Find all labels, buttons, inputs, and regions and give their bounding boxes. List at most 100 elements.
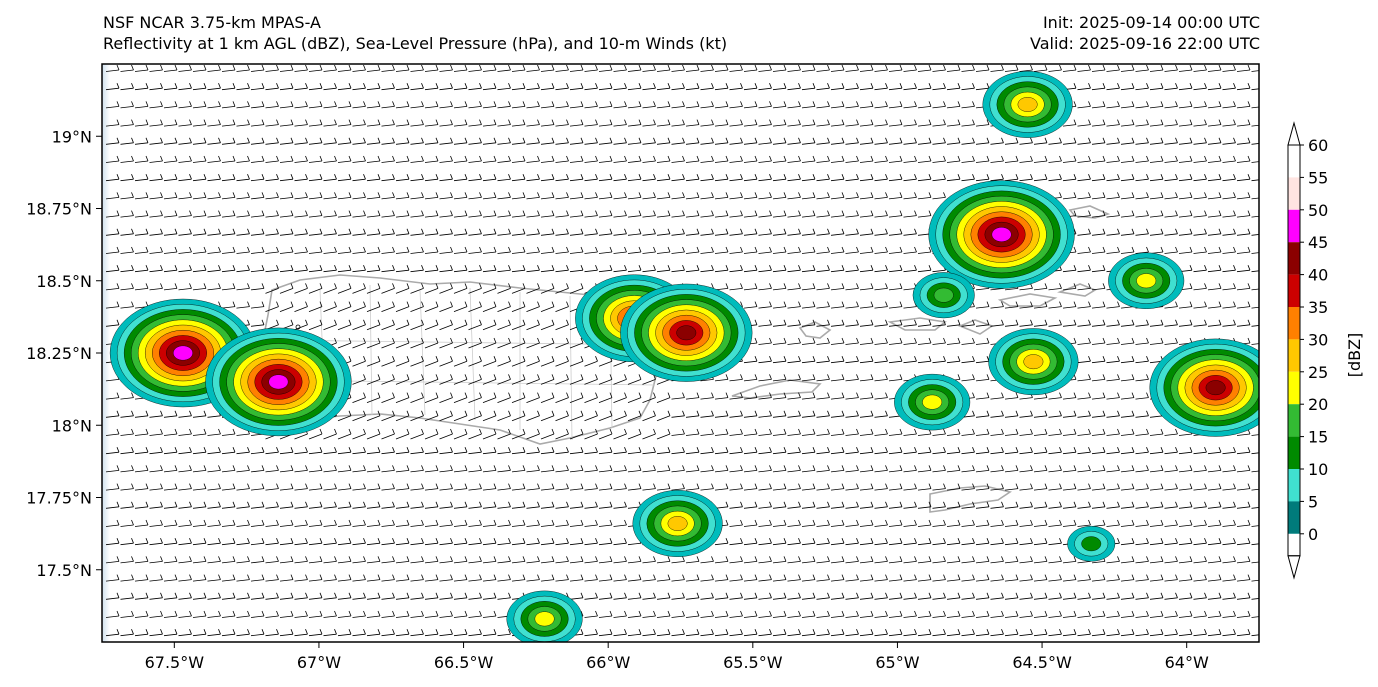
wind-barb xyxy=(1048,501,1062,509)
wind-barb xyxy=(1207,629,1222,637)
colorbar-band xyxy=(1288,242,1300,275)
wind-barb xyxy=(613,64,627,72)
wind-barb xyxy=(1251,325,1259,327)
wind-barb xyxy=(1062,465,1077,473)
wind-barb xyxy=(801,283,816,291)
wind-barb xyxy=(584,556,598,564)
wind-barb xyxy=(758,519,772,527)
wind-barb xyxy=(903,319,917,327)
wind-barb xyxy=(178,283,192,291)
wind-barb xyxy=(874,174,888,182)
wind-barb xyxy=(1149,83,1164,91)
colorbar-band xyxy=(1288,274,1300,307)
wind-barb xyxy=(1135,629,1149,637)
wind-barb xyxy=(1236,483,1251,491)
wind-barb xyxy=(540,137,555,145)
wind-barb xyxy=(221,210,236,218)
wind-barb xyxy=(1236,610,1251,618)
wind-barb xyxy=(714,483,729,491)
wind-barb xyxy=(758,556,772,564)
wind-barb xyxy=(294,519,308,527)
wind-barb xyxy=(1251,288,1259,291)
wind-barb xyxy=(323,519,337,527)
wind-barb xyxy=(961,465,975,473)
wind-barb xyxy=(120,574,134,582)
wind-barb xyxy=(163,629,178,637)
wind-barb xyxy=(1062,319,1077,327)
wind-barb xyxy=(265,210,279,218)
wind-barb xyxy=(497,374,511,385)
wind-barb xyxy=(1033,428,1048,436)
wind-barb xyxy=(1178,246,1193,254)
wind-barb xyxy=(1251,470,1259,473)
wind-barb xyxy=(874,392,888,400)
wind-barb xyxy=(714,155,729,163)
wind-barb xyxy=(932,519,946,527)
wind-barb xyxy=(671,392,685,400)
wind-barb xyxy=(642,447,656,455)
wind-barb xyxy=(1222,501,1236,509)
wind-barb xyxy=(1004,483,1019,491)
wind-barb xyxy=(265,192,279,200)
wind-barb xyxy=(714,428,729,436)
wind-barb xyxy=(1251,343,1259,345)
wind-barb xyxy=(540,301,555,312)
wind-barb xyxy=(439,210,453,218)
wind-barb xyxy=(511,301,526,312)
wind-barb xyxy=(1120,483,1135,491)
wind-barb xyxy=(787,83,801,91)
wind-barb xyxy=(294,629,308,637)
wind-barb xyxy=(250,64,265,72)
wind-barb xyxy=(1251,124,1259,127)
wind-barb xyxy=(816,465,830,473)
wind-barb xyxy=(613,246,627,254)
wind-barb xyxy=(540,83,555,91)
wind-barb xyxy=(221,174,236,182)
wind-barb xyxy=(671,64,685,72)
wind-barb xyxy=(569,192,584,200)
wind-barb xyxy=(178,137,192,145)
wind-barb xyxy=(642,119,656,127)
wind-barb xyxy=(120,137,134,145)
wind-barb xyxy=(163,246,178,254)
wind-barb xyxy=(1135,465,1149,473)
wind-barb xyxy=(1077,574,1091,582)
wind-barb xyxy=(656,174,671,182)
wind-barb xyxy=(250,246,265,254)
wind-barb xyxy=(1033,610,1048,618)
wind-barb xyxy=(787,246,801,254)
wind-barb xyxy=(468,592,482,600)
wind-barb xyxy=(236,83,250,91)
wind-barb xyxy=(221,629,236,637)
wind-barb xyxy=(1149,501,1164,509)
wind-barb xyxy=(236,174,250,182)
wind-barb xyxy=(787,356,801,364)
wind-barb xyxy=(1077,174,1091,182)
wind-barb xyxy=(410,155,424,163)
wind-barb xyxy=(1004,465,1019,473)
wind-barb xyxy=(236,629,250,637)
wind-barb xyxy=(236,592,250,600)
wind-barb xyxy=(801,629,816,637)
wind-barb xyxy=(932,337,946,345)
wind-barb xyxy=(294,228,308,236)
wind-barb xyxy=(932,101,946,109)
wind-barb xyxy=(845,265,859,273)
wind-barb xyxy=(395,592,410,600)
wind-barb xyxy=(526,192,540,200)
wind-barb xyxy=(337,301,352,312)
wind-barb xyxy=(903,119,917,127)
wind-barb xyxy=(381,447,395,455)
wind-barb xyxy=(1004,301,1019,309)
wind-barb xyxy=(323,101,337,109)
wind-barb xyxy=(1236,174,1251,182)
wind-barb xyxy=(1149,119,1164,127)
wind-barb xyxy=(743,629,758,637)
wind-barb xyxy=(207,83,221,91)
wind-barb xyxy=(729,265,743,273)
wind-barb xyxy=(1120,337,1135,345)
wind-barb xyxy=(1048,538,1062,546)
wind-barb xyxy=(337,155,352,163)
wind-barb xyxy=(729,374,743,382)
wind-barb xyxy=(1077,610,1091,618)
